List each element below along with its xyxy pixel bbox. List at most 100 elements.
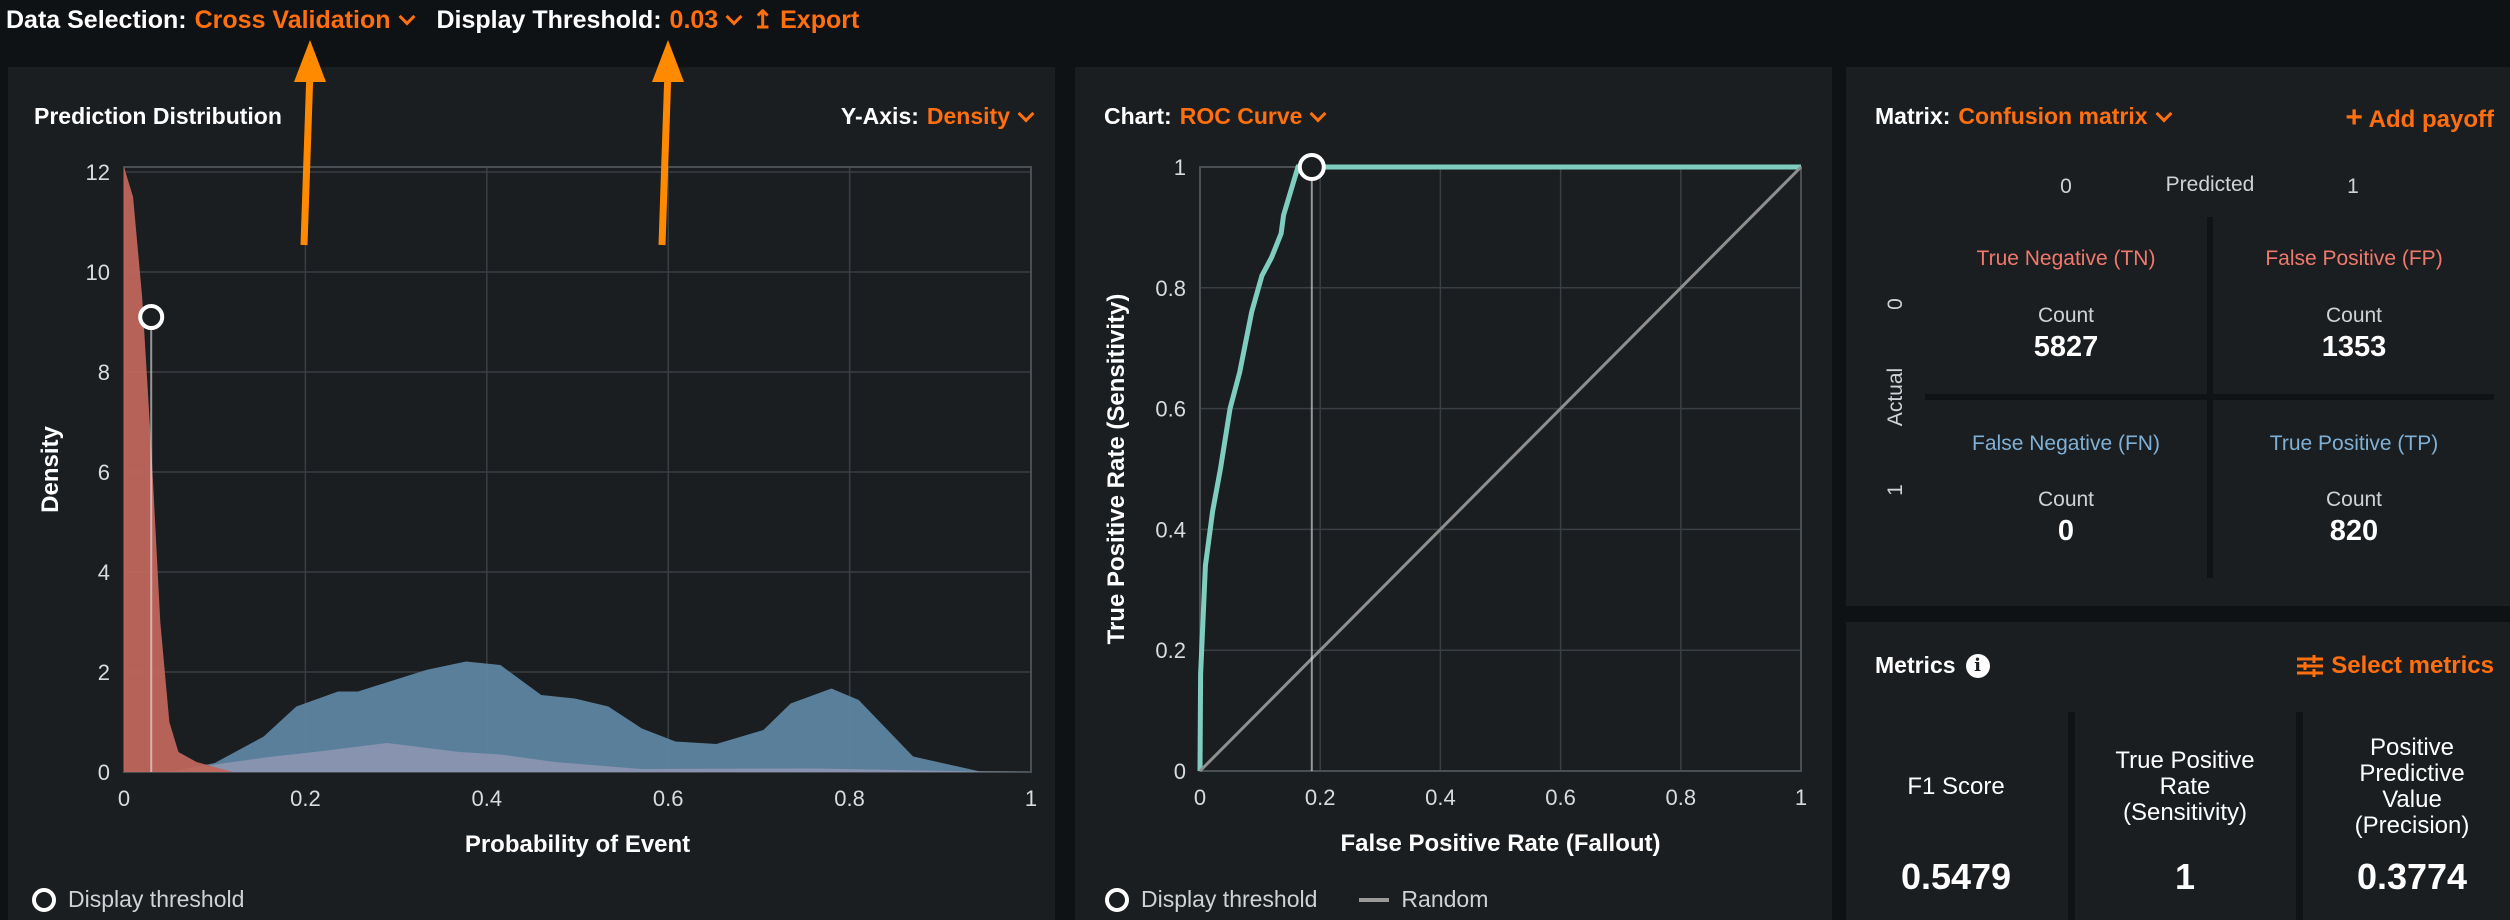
roc-line-random	[1198, 165, 1803, 773]
cell-count-value: 5827	[2033, 331, 2099, 363]
matrix-selector[interactable]: Matrix: Confusion matrix	[1875, 103, 2178, 130]
metric-value: 1	[2174, 856, 2196, 897]
prediction-distribution-title: Prediction Distribution	[34, 103, 282, 129]
cell-count-value: 1353	[2321, 331, 2387, 363]
x-tick-label: 0.2	[290, 786, 321, 811]
legend-random: Random	[1401, 886, 1489, 912]
x-tick-label: 0.2	[1305, 785, 1336, 810]
predicted-axis-label: Predicted	[2165, 173, 2255, 196]
prediction-distribution-panel	[8, 67, 1055, 920]
cell-title: False Positive (FP)	[2265, 247, 2443, 270]
matrix-divider-horizontal	[1925, 394, 2494, 400]
x-axis-title: False Positive Rate (Fallout)	[1340, 830, 1660, 857]
cell-title: True Negative (TN)	[1976, 247, 2156, 270]
annotation-arrow	[652, 40, 684, 246]
data-selection-label: Data Selection:	[6, 5, 187, 34]
cell-count-label: Count	[2037, 488, 2095, 511]
density-area-negative	[124, 167, 233, 772]
y-axis-title: True Positive Rate (Sensitivity)	[1103, 294, 1130, 645]
y-axis-label: Y-Axis:	[840, 103, 919, 129]
select-metrics-label: Select metrics	[2331, 652, 2494, 679]
metric-value: 0.5479	[1900, 856, 2012, 897]
annotation-arrow	[294, 40, 326, 246]
legend-display-threshold: Display threshold	[1141, 886, 1318, 912]
x-tick-label: 1	[1795, 785, 1807, 810]
cell-count-label: Count	[2325, 304, 2383, 327]
y-tick-label: 6	[98, 460, 110, 485]
y-axis-title: Density	[37, 426, 64, 513]
add-payoff-label: Add payoff	[2368, 106, 2494, 133]
random-line-icon	[1359, 897, 1390, 902]
x-axis-title: Probability of Event	[465, 831, 690, 858]
chart-label: Chart:	[1104, 103, 1172, 129]
y-tick-label: 1	[1174, 155, 1186, 180]
chart-dropdown[interactable]: ROC Curve	[1179, 103, 1303, 129]
metrics-panel	[1846, 622, 2510, 920]
arrow-shaft	[300, 69, 314, 246]
threshold-marker	[1297, 153, 1326, 181]
roc-line-roc	[1197, 164, 1801, 772]
cell-title: True Positive (TP)	[2269, 432, 2439, 455]
y-tick-label: 0.6	[1155, 397, 1186, 422]
distribution-legend: Display threshold	[32, 886, 244, 913]
cell-count-value: 820	[2329, 515, 2379, 547]
metric-label: True Positive Rate (Sensitivity)	[2115, 747, 2255, 826]
x-tick-label: 0.8	[1666, 785, 1697, 810]
export-button[interactable]: ↥ Export	[752, 5, 859, 35]
y-axis-selector[interactable]: Y-Axis: Density	[840, 103, 1035, 130]
display-threshold-label: Display Threshold:	[436, 5, 662, 34]
density-area-overlap	[169, 743, 1032, 772]
x-tick-label: 0.8	[834, 786, 865, 811]
x-tick-label: 0	[1194, 785, 1206, 810]
roc-panel	[1075, 67, 1832, 920]
y-tick-label: 2	[98, 660, 110, 685]
arrow-head-icon	[294, 40, 326, 82]
arrow-shaft	[658, 69, 672, 246]
y-tick-label: 12	[86, 160, 110, 185]
y-tick-label: 0	[1174, 759, 1186, 784]
plus-icon: +	[2345, 101, 2363, 134]
metric-divider	[2068, 712, 2075, 920]
upload-icon: ↥	[752, 6, 774, 34]
threshold-circle-icon	[32, 887, 56, 912]
cell-count-label: Count	[2325, 488, 2383, 511]
x-tick-label: 0	[118, 786, 130, 811]
predicted-0-label: 0	[2060, 175, 2072, 198]
y-tick-label: 10	[86, 260, 110, 285]
metric-value: 0.3774	[2356, 856, 2468, 897]
metrics-header: Metrics i	[1875, 652, 1990, 679]
metrics-title: Metrics	[1875, 652, 1956, 678]
matrix-dropdown[interactable]: Confusion matrix	[1958, 103, 2148, 129]
select-metrics-button[interactable]: Select metrics	[2297, 652, 2494, 680]
plot-border	[123, 166, 1032, 773]
y-axis-dropdown[interactable]: Density	[926, 103, 1010, 129]
x-tick-label: 0.4	[472, 786, 503, 811]
threshold-circle-icon	[1105, 887, 1129, 912]
toolbar: Data Selection: Cross Validation Display…	[6, 0, 859, 40]
cell-count-value: 0	[2057, 515, 2075, 547]
metric-label: F1 Score	[1907, 773, 2005, 800]
y-tick-label: 8	[98, 360, 110, 385]
arrow-head-icon	[652, 40, 684, 82]
predicted-1-label: 1	[2347, 175, 2359, 198]
display-threshold-dropdown[interactable]: 0.03	[669, 5, 719, 34]
sliders-icon	[2297, 655, 2324, 677]
info-icon[interactable]: i	[1965, 653, 1990, 678]
y-tick-label: 0.2	[1155, 638, 1186, 663]
x-tick-label: 0.6	[1545, 785, 1576, 810]
chart-selector[interactable]: Chart: ROC Curve	[1104, 103, 1332, 130]
y-tick-label: 4	[98, 560, 110, 585]
export-label: Export	[780, 6, 860, 34]
roc-legend: Display threshold Random	[1105, 886, 1488, 913]
cell-count-label: Count	[2037, 304, 2095, 327]
data-selection-dropdown[interactable]: Cross Validation	[194, 5, 391, 34]
y-tick-label: 0.8	[1155, 276, 1186, 301]
add-payoff-button[interactable]: + Add payoff	[2345, 101, 2494, 135]
confusion-matrix-panel	[1846, 67, 2510, 606]
metric-label: Positive Predictive Value (Precision)	[2354, 734, 2470, 839]
x-tick-label: 1	[1025, 786, 1037, 811]
y-tick-label: 0.4	[1155, 517, 1186, 542]
cell-title: False Negative (FN)	[1972, 432, 2160, 455]
